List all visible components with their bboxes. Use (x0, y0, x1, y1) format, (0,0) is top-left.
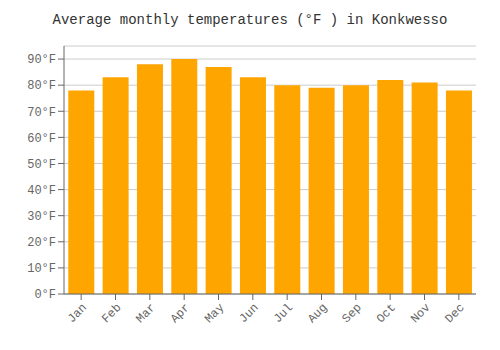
svg-text:30°F: 30°F (27, 210, 56, 224)
svg-text:Oct: Oct (374, 301, 399, 326)
html-text:Average monthly temperatures (: Average monthly temperatures (°F ) in Ko… (52, 12, 448, 28)
svg-text:10°F: 10°F (27, 262, 56, 276)
svg-text:40°F: 40°F (27, 184, 56, 198)
svg-text:70°F: 70°F (27, 106, 56, 120)
svg-text:0°F: 0°F (34, 288, 56, 302)
svg-text:Jun: Jun (237, 301, 262, 326)
svg-text:Jan: Jan (65, 301, 90, 326)
svg-text:Mar: Mar (134, 301, 159, 326)
svg-text:May: May (202, 301, 227, 326)
svg-text:60°F: 60°F (27, 132, 56, 146)
svg-text:Nov: Nov (408, 301, 433, 326)
svg-text:20°F: 20°F (27, 236, 56, 250)
svg-text:80°F: 80°F (27, 79, 56, 93)
svg-text:Apr: Apr (168, 301, 193, 326)
svg-text:90°F: 90°F (27, 53, 56, 67)
svg-text:Feb: Feb (99, 301, 124, 326)
svg-text:Aug: Aug (305, 301, 330, 326)
svg-text:Sep: Sep (340, 301, 365, 326)
svg-text:Dec: Dec (443, 301, 468, 326)
svg-text:50°F: 50°F (27, 158, 56, 172)
svg-text:Jul: Jul (271, 301, 296, 326)
